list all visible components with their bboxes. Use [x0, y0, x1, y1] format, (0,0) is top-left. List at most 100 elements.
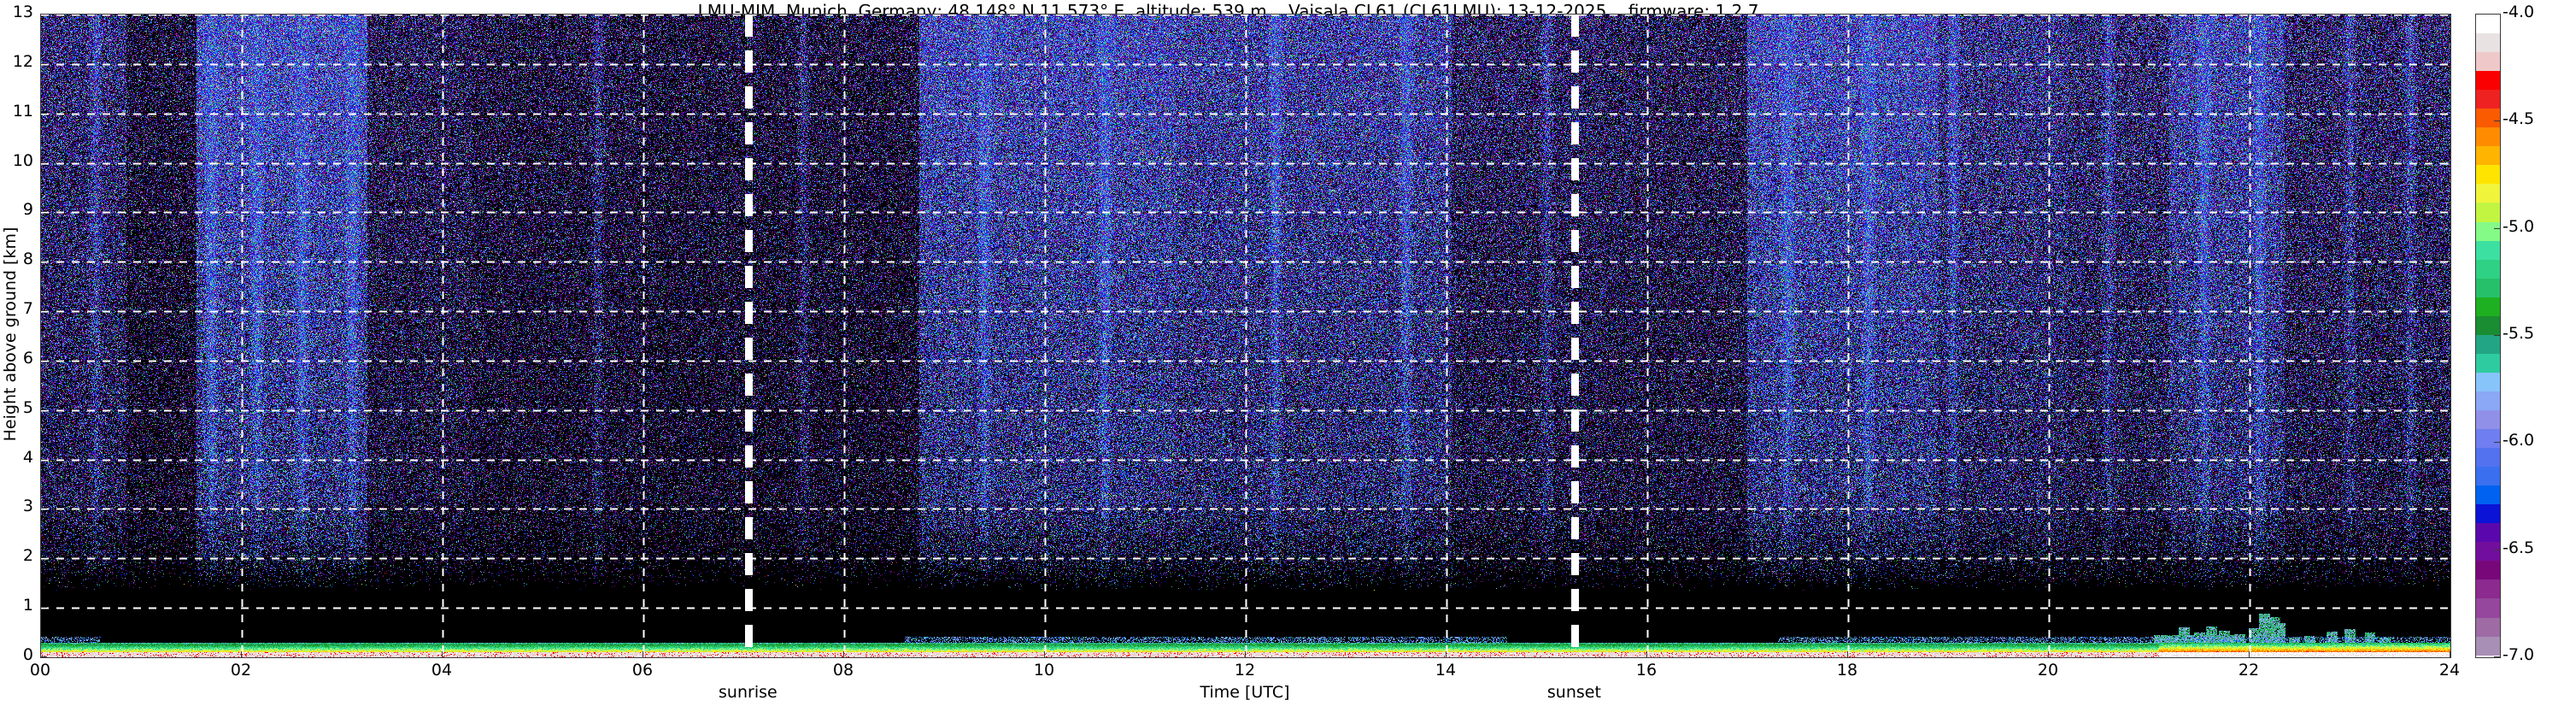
colorbar-band: [2476, 297, 2500, 316]
x-tick-mark: [1245, 651, 1246, 657]
colorbar-tick-label: -5.0: [2503, 216, 2535, 236]
y-tick-label: 11: [12, 101, 33, 121]
colorbar-band: [2476, 165, 2500, 185]
y-tick-mark: [41, 63, 47, 64]
y-tick-label: 0: [22, 645, 33, 664]
x-tick-label: 02: [230, 661, 252, 680]
x-tick-label: 22: [2238, 661, 2260, 680]
colorbar-band: [2476, 561, 2500, 580]
y-tick-label: 4: [22, 447, 33, 467]
y-tick-mark: [41, 607, 47, 608]
colorbar-tick-label: -5.5: [2503, 324, 2535, 343]
y-tick-mark: [41, 557, 47, 558]
colorbar-band: [2476, 90, 2500, 109]
backscatter-heatmap-canvas: [41, 15, 2450, 657]
colorbar-band: [2476, 127, 2500, 147]
y-tick-mark: [41, 360, 47, 361]
backscatter-plot-area: [40, 14, 2451, 658]
x-tick-label: 00: [29, 661, 51, 680]
colorbar-band: [2476, 448, 2500, 468]
y-tick-mark: [41, 459, 47, 460]
colorbar-band: [2476, 617, 2500, 637]
colorbar-band: [2476, 221, 2500, 241]
colorbar-tick-mark: [2494, 14, 2500, 15]
x-tick-mark: [2048, 651, 2049, 657]
x-tick-label: 14: [1435, 661, 1457, 680]
y-tick-mark: [41, 310, 47, 311]
colorbar-tick-mark: [2494, 656, 2500, 657]
colorbar-tick-label: -6.5: [2503, 538, 2535, 557]
colorbar-band: [2476, 184, 2500, 203]
colorbar-tick-label: -7.0: [2503, 645, 2535, 664]
y-tick-mark: [41, 508, 47, 509]
x-tick-mark: [1646, 651, 1647, 657]
colorbar-band: [2476, 372, 2500, 391]
colorbar-tick-label: -6.0: [2503, 431, 2535, 450]
colorbar-band: [2476, 409, 2500, 430]
colorbar-band: [2476, 52, 2500, 72]
colorbar-band: [2476, 598, 2500, 618]
colorbar-band: [2476, 542, 2500, 562]
colorbar-band: [2476, 523, 2500, 543]
x-tick-label: 10: [1033, 661, 1055, 680]
y-tick-mark: [41, 113, 47, 114]
x-tick-mark: [40, 651, 41, 657]
y-tick-label: 1: [22, 596, 33, 615]
y-tick-mark: [41, 409, 47, 410]
x-tick-mark: [442, 651, 443, 657]
x-tick-label: 12: [1234, 661, 1256, 680]
x-tick-mark: [2249, 651, 2250, 657]
colorbar-band: [2476, 504, 2500, 524]
y-tick-mark: [41, 162, 47, 163]
colorbar-tick-label: -4.5: [2503, 109, 2535, 129]
y-tick-label: 9: [22, 200, 33, 220]
colorbar-band: [2476, 485, 2500, 505]
colorbar-band: [2476, 33, 2500, 53]
y-tick-label: 3: [22, 497, 33, 516]
x-tick-mark: [1847, 651, 1848, 657]
event-label-sunrise: sunrise: [719, 683, 777, 702]
colorbar-band: [2476, 315, 2500, 335]
colorbar-tick-mark: [2494, 442, 2500, 443]
colorbar-band: [2476, 334, 2500, 354]
colorbar-band: [2476, 240, 2500, 260]
y-tick-mark: [41, 261, 47, 262]
y-tick-mark: [41, 656, 47, 657]
colorbar-band: [2476, 203, 2500, 222]
colorbar-tick-mark: [2494, 335, 2500, 336]
x-tick-label: 18: [1836, 661, 1858, 680]
colorbar-band: [2476, 636, 2500, 656]
y-tick-label: 10: [12, 150, 33, 170]
x-tick-label: 24: [2438, 661, 2461, 680]
y-tick-mark: [41, 14, 47, 15]
colorbar-band: [2476, 71, 2500, 91]
y-tick-label: 5: [22, 397, 33, 417]
colorbar: [2475, 14, 2501, 658]
x-tick-label: 20: [2037, 661, 2059, 680]
colorbar-band: [2476, 580, 2500, 599]
colorbar-band: [2476, 109, 2500, 128]
x-tick-label: 16: [1635, 661, 1658, 680]
y-tick-mark: [41, 211, 47, 212]
x-tick-label: 04: [431, 661, 453, 680]
x-tick-label: 08: [832, 661, 854, 680]
x-axis-label: Time [UTC]: [1200, 683, 1290, 702]
x-tick-label: 06: [631, 661, 654, 680]
y-tick-label: 12: [12, 51, 33, 71]
colorbar-tick-mark: [2494, 228, 2500, 229]
colorbar-band: [2476, 15, 2500, 34]
colorbar-band: [2476, 391, 2500, 410]
colorbar-band: [2476, 278, 2500, 297]
colorbar-band: [2476, 146, 2500, 166]
colorbar-tick-label: -4.0: [2503, 3, 2535, 21]
colorbar-band: [2476, 467, 2500, 486]
colorbar-band: [2476, 353, 2500, 373]
colorbar-band: [2476, 259, 2500, 279]
colorbar-band: [2476, 429, 2500, 449]
x-tick-mark: [843, 651, 844, 657]
y-tick-label: 13: [12, 3, 33, 21]
y-tick-label: 2: [22, 546, 33, 566]
y-tick-label: 8: [22, 250, 33, 269]
y-tick-label: 6: [22, 348, 33, 368]
